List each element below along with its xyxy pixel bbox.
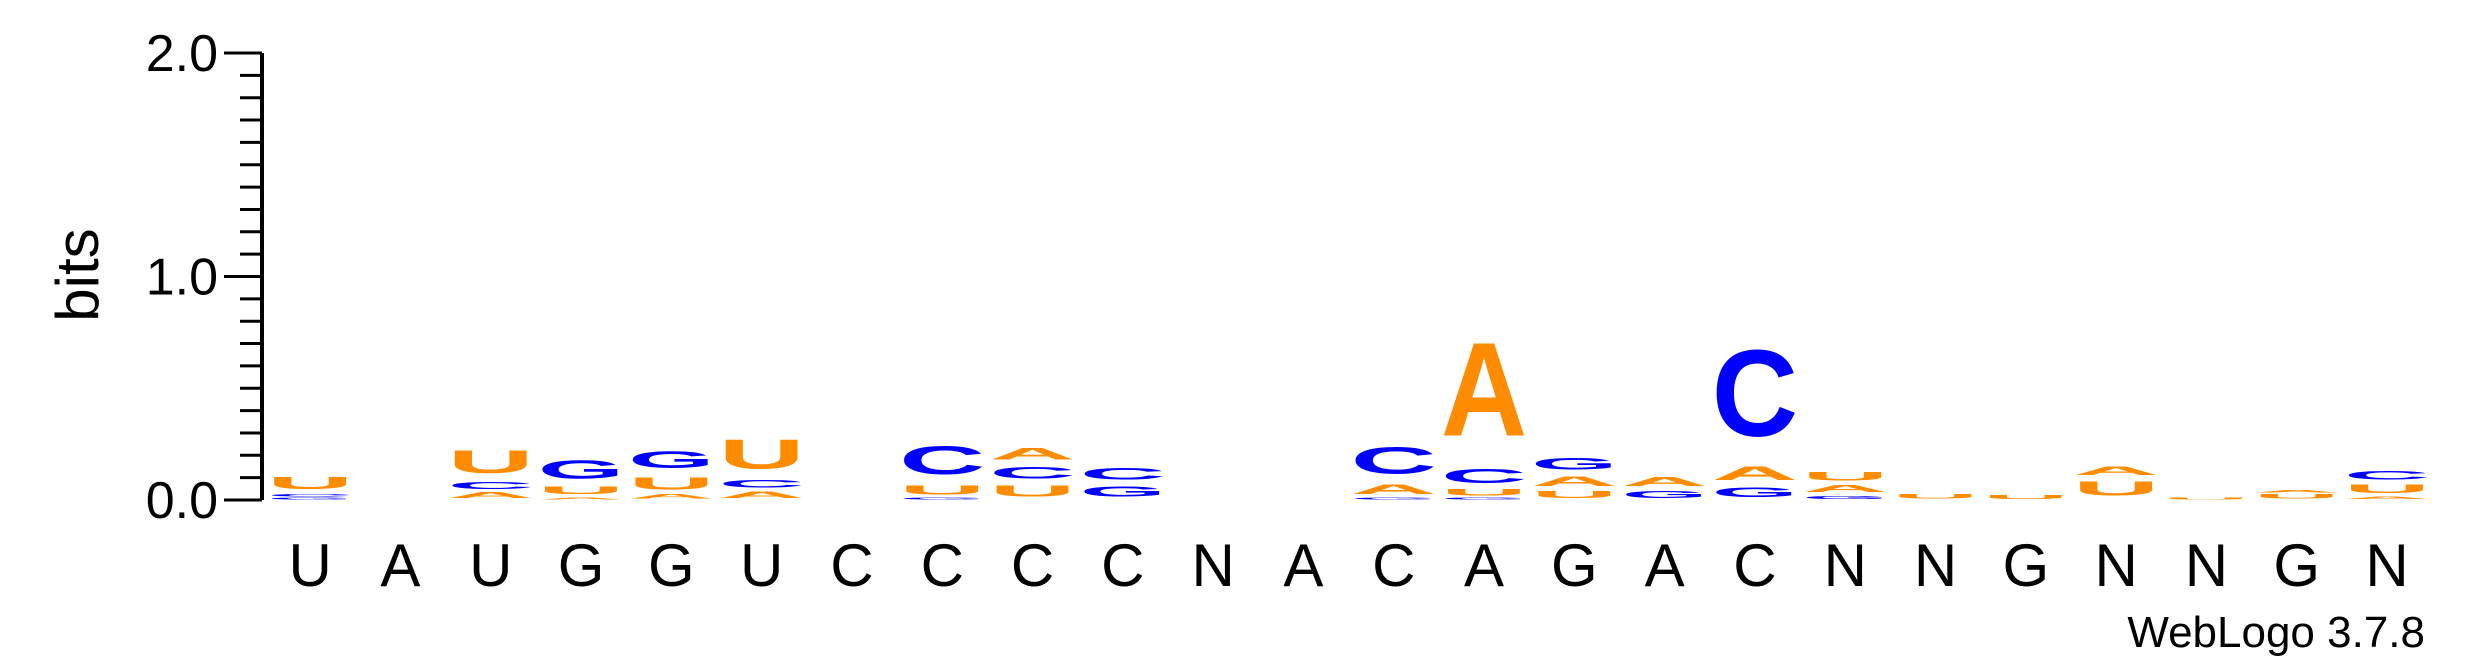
x-axis-label: G: [648, 532, 695, 599]
logo-letter-C: C: [1080, 464, 1166, 483]
logo-letter-A: A: [1441, 314, 1527, 464]
x-axis-label: N: [2365, 532, 2408, 599]
logo-letter-U: U: [989, 482, 1075, 500]
x-axis-label: U: [740, 532, 783, 599]
x-axis-label: C: [1101, 532, 1144, 599]
logo-letter-G: G: [1622, 489, 1708, 500]
letter-stacks: GCUACUAUGAUGACUGUCUCAGCGACGUCAUAGGAGACGA…: [267, 314, 2430, 500]
x-axis-label: N: [1824, 532, 1867, 599]
logo-letter-G: G: [538, 455, 624, 484]
logo-letter-G: G: [1531, 454, 1617, 473]
y-axis: 0.0 1.0 2.0: [146, 25, 264, 530]
logo-letter-A: A: [2073, 464, 2159, 477]
logo-letter-U: U: [1892, 493, 1978, 500]
logo-letter-A: A: [2344, 495, 2430, 499]
logo-letter-U: U: [1531, 489, 1617, 500]
logo-letter-C: C: [2344, 469, 2430, 482]
logo-letter-U: U: [1441, 487, 1527, 497]
logo-letter-G: G: [1351, 497, 1437, 500]
x-axis-label: C: [830, 532, 873, 599]
logo-letter-U: U: [267, 473, 353, 493]
logo-letter-C: C: [448, 480, 534, 491]
logo-letter-U: U: [2254, 493, 2340, 500]
logo-letter-U: U: [448, 444, 534, 480]
logo-letter-A: A: [989, 444, 1075, 463]
logo-letter-U: U: [538, 484, 624, 496]
x-axis-label: C: [1011, 532, 1054, 599]
logo-letter-G: G: [1712, 484, 1798, 500]
logo-letter-A: A: [448, 491, 534, 500]
x-axis-label: A: [380, 532, 420, 599]
logo-letter-C: C: [1351, 439, 1437, 481]
logo-letter-C: C: [1441, 465, 1527, 487]
y-tick-label: 1.0: [146, 249, 218, 307]
y-axis-title: bits: [44, 228, 111, 321]
x-axis-label: N: [1191, 532, 1234, 599]
logo-letter-G: G: [628, 446, 714, 473]
logo-letter-G: G: [1802, 494, 1888, 500]
x-axis-label: C: [1733, 532, 1776, 599]
x-axis-label: C: [921, 532, 964, 599]
logo-letter-U: U: [719, 431, 805, 478]
logo-letter-C: C: [719, 478, 805, 490]
logo-letter-C: C: [899, 438, 985, 483]
x-axis-label: G: [2003, 532, 2050, 599]
logo-letter-C: C: [989, 463, 1075, 482]
x-axis-label: C: [1372, 532, 1415, 599]
y-tick-label: 2.0: [146, 25, 218, 83]
x-axis-label: N: [2094, 532, 2137, 599]
logo-letter-A: A: [628, 493, 714, 500]
x-axis-label: N: [1914, 532, 1957, 599]
logo-letter-A: A: [1802, 483, 1888, 494]
logo-letter-A: A: [1622, 474, 1708, 488]
logo-letter-G: G: [899, 497, 985, 500]
logo-letter-C: C: [1712, 324, 1798, 462]
x-axis-label: U: [288, 532, 331, 599]
logo-letter-U: U: [1983, 494, 2069, 500]
x-axis-label: A: [1645, 532, 1685, 599]
logo-letter-U: U: [2073, 478, 2159, 500]
logo-letter-U: U: [1802, 470, 1888, 483]
y-tick-label: 0.0: [146, 472, 218, 530]
x-axis-label: A: [1283, 532, 1323, 599]
x-axis-label: G: [558, 532, 605, 599]
logo-letter-A: A: [2254, 489, 2340, 493]
logo-letter-U: U: [2344, 482, 2430, 495]
x-axis-label: U: [469, 532, 512, 599]
logo-letter-A: A: [1712, 463, 1798, 484]
logo-letter-G: G: [1080, 483, 1166, 500]
logo-letter-U: U: [628, 473, 714, 493]
logo-letter-U: U: [899, 483, 985, 497]
logo-letter-A: A: [719, 490, 805, 500]
x-axis-label: N: [2185, 532, 2228, 599]
logo-letter-C: C: [267, 493, 353, 497]
logo-letter-A: A: [1531, 473, 1617, 489]
logo-letter-G: G: [267, 497, 353, 500]
logo-letter-U: U: [2163, 497, 2249, 500]
weblogo-credit: WebLogo 3.7.8: [2127, 608, 2425, 657]
logo-letter-A: A: [538, 497, 624, 500]
logo-letter-A: A: [1351, 482, 1437, 498]
x-axis-label: G: [2273, 532, 2320, 599]
x-axis-label: A: [1464, 532, 1504, 599]
x-axis-label: G: [1551, 532, 1598, 599]
logo-letter-G: G: [1441, 497, 1527, 500]
